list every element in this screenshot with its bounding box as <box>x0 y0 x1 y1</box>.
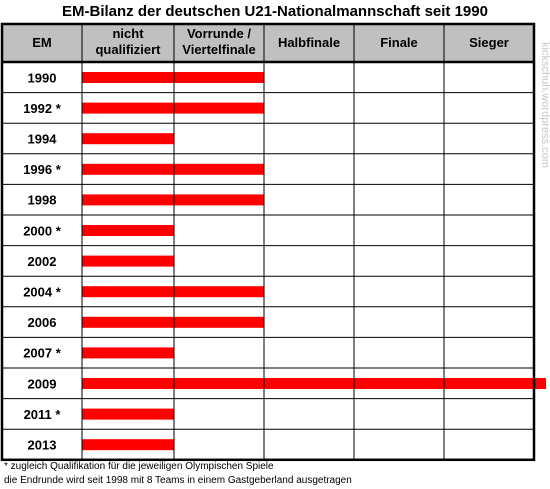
table-grid <box>0 22 536 462</box>
bar-group <box>82 72 546 451</box>
header-stage-line: Viertelfinale <box>182 42 255 57</box>
bar-1990 <box>82 72 264 83</box>
year-label: 1996 * <box>23 162 62 177</box>
bar-1998 <box>82 194 264 206</box>
chart-title: EM-Bilanz der deutschen U21-Nationalmann… <box>62 3 488 20</box>
year-label: 2011 * <box>24 407 62 422</box>
table-border <box>0 22 536 462</box>
footnote-olympics: * zugleich Qualifikation für die jeweili… <box>4 461 274 472</box>
bar-2006 <box>82 316 264 328</box>
header-stage: Sieger <box>469 35 509 50</box>
bar-2000 <box>82 225 174 236</box>
header-stage: Finale <box>380 35 418 50</box>
bar-1994 <box>82 133 174 145</box>
header-stage: nicht qualifiziert <box>95 26 161 57</box>
year-label: 2004 * <box>23 285 62 300</box>
bar-2004 <box>82 286 264 298</box>
year-label: 1990 <box>28 70 57 85</box>
year-label: 2000 * <box>23 223 62 238</box>
bar-2002 <box>82 255 174 267</box>
bar-2009 <box>82 378 546 389</box>
year-label: 1998 <box>28 193 57 208</box>
bar-1992 <box>82 102 264 114</box>
bar-2011 <box>82 408 174 420</box>
year-column: 1990 1992 * 1994 1996 * 1998 2000 * 2002 2004 *… <box>23 70 62 452</box>
year-label: 2007 * <box>23 346 62 361</box>
header-stage: Halbfinale <box>278 35 340 50</box>
year-label: 2009 <box>28 376 57 391</box>
year-label: 2006 <box>28 315 57 330</box>
header-stage-line: Vorrunde / <box>187 26 251 41</box>
bar-2007 <box>82 347 174 359</box>
year-label: 2013 <box>28 438 57 453</box>
footnote-format: die Endrunde wird seit 1998 mit 8 Teams … <box>4 475 352 486</box>
year-label: 2002 <box>28 254 57 269</box>
year-label: 1994 <box>28 132 58 147</box>
bar-2013 <box>82 439 174 451</box>
header-background <box>2 24 534 62</box>
header-row: EM nicht qualifiziert Vorrunde / Viertelfina… <box>32 26 509 57</box>
watermark: kickschuh.wordpress.com <box>539 42 550 168</box>
bar-1996 <box>82 163 264 175</box>
header-stage-line: nicht <box>112 26 144 41</box>
header-em: EM <box>32 35 52 50</box>
header-stage: Vorrunde / Viertelfinale <box>182 26 255 57</box>
year-label: 1992 * <box>23 101 62 116</box>
header-stage-line: qualifiziert <box>95 42 161 57</box>
